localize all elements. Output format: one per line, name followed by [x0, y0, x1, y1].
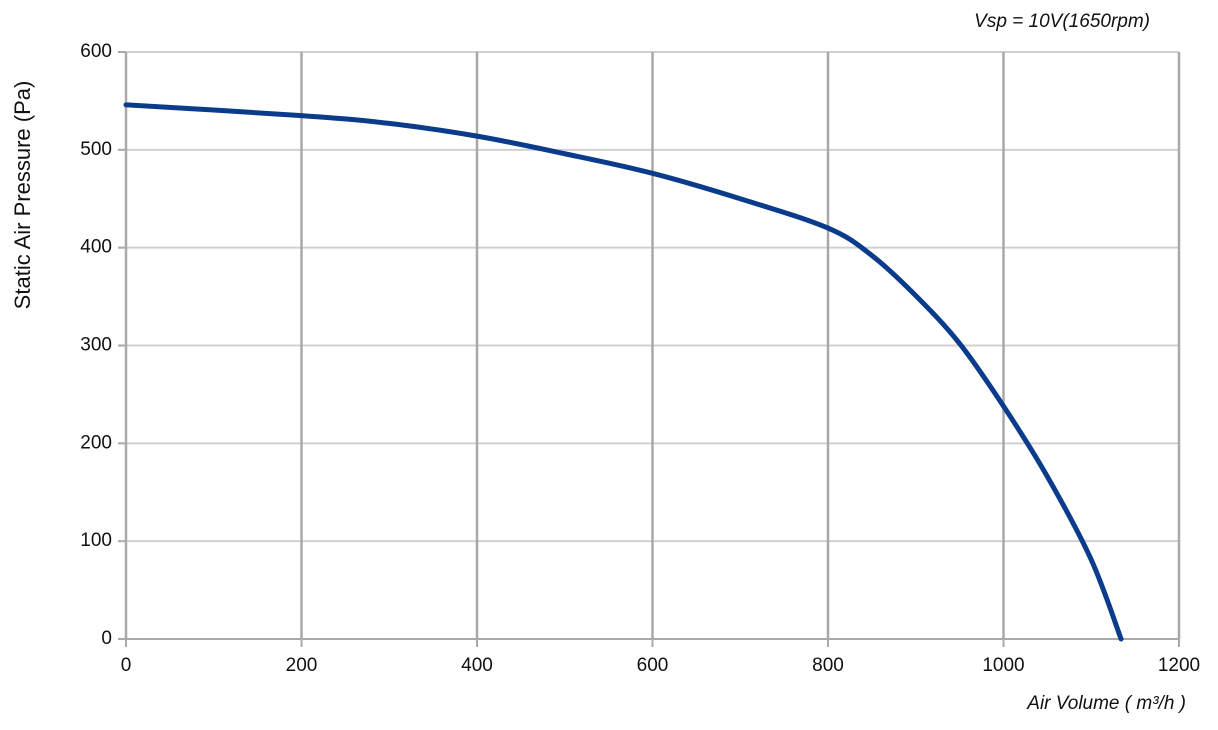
x-tick-label: 0	[121, 655, 132, 676]
x-tick-label: 400	[461, 655, 493, 676]
x-tick-label: 1000	[982, 655, 1024, 676]
x-tick-label: 200	[286, 655, 318, 676]
y-tick-label: 0	[101, 628, 112, 649]
x-tick-label: 800	[812, 655, 844, 676]
x-tick-label: 1200	[1158, 655, 1200, 676]
y-tick-label: 500	[80, 139, 112, 160]
y-tick-label: 200	[80, 432, 112, 453]
y-tick-label: 300	[80, 335, 112, 356]
y-axis-label: Static Air Pressure (Pa)	[10, 81, 35, 310]
y-tick-label: 100	[80, 530, 112, 551]
annotation: Vsp = 10V(1650rpm)	[974, 11, 1150, 32]
x-axis-label: Air Volume ( m³/h )	[1026, 693, 1186, 714]
y-tick-label: 400	[80, 237, 112, 258]
x-tick-label: 600	[637, 655, 669, 676]
data-line	[123, 102, 1124, 642]
y-tick-label: 600	[80, 41, 112, 62]
